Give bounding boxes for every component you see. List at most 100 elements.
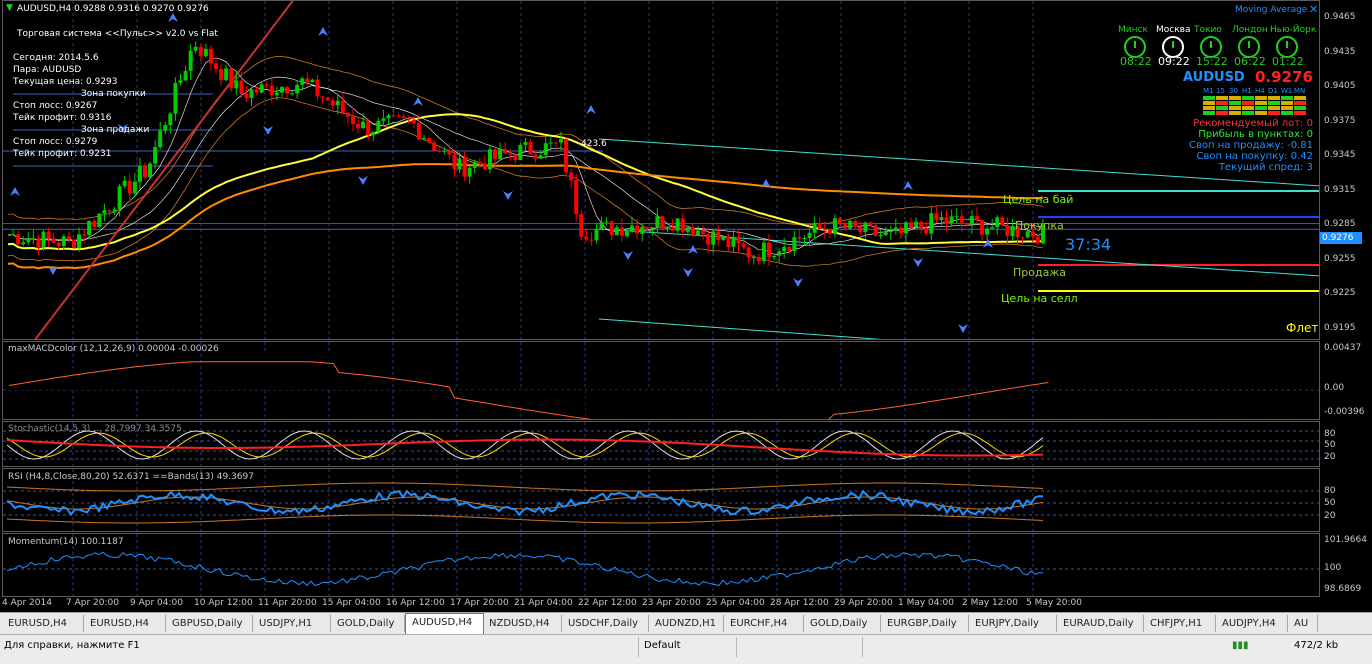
chart-tab[interactable]: EURGBP,Daily <box>881 615 969 632</box>
fractal-arrow <box>683 268 693 277</box>
macd-bar <box>306 352 310 390</box>
macd-bar <box>141 357 145 390</box>
macd-bar <box>735 390 739 420</box>
macd-bar <box>317 353 321 390</box>
candle-body <box>818 223 822 229</box>
status-profile[interactable]: Default <box>644 638 681 654</box>
connection-bars-icon[interactable]: ▮▮▮ <box>1232 638 1249 654</box>
chart-tab[interactable]: USDCHF,Daily <box>562 615 649 632</box>
candle-body <box>326 98 330 101</box>
macd-bar <box>444 381 448 390</box>
time-axis-label: 15 Apr 04:00 <box>322 598 381 608</box>
buy-label: Покупка <box>1015 219 1064 232</box>
candle-body <box>371 132 375 135</box>
stat-swap-sell: Своп на продажу: -0.81 <box>1189 140 1313 151</box>
strength-cell <box>1294 111 1306 115</box>
momentum-pane[interactable]: Momentum(14) 100.1187 <box>2 533 1320 597</box>
macd-bar <box>730 390 734 420</box>
macd-bar <box>394 372 398 390</box>
timeframe-label: D1 <box>1268 87 1278 95</box>
candle-body <box>351 117 355 124</box>
chart-tab[interactable]: GOLD,Daily <box>331 615 405 632</box>
macd-bar <box>213 352 217 390</box>
macd-bar <box>1021 381 1025 390</box>
close-icon[interactable]: ✕ <box>1309 3 1318 16</box>
clock-city: Токио <box>1194 25 1222 35</box>
candle-body <box>939 217 943 220</box>
status-separator <box>862 637 863 657</box>
candle-body <box>828 230 832 234</box>
time-axis-label: 4 Apr 2014 <box>2 598 52 608</box>
main-chart-pane[interactable]: AUDUSD,H4 0.9288 0.9316 0.9270 0.9276 ▼ … <box>2 0 1320 340</box>
candle-body <box>696 230 700 235</box>
macd-bar <box>928 390 932 399</box>
candle-body <box>655 216 659 227</box>
candle-body <box>173 83 177 114</box>
macd-bar <box>895 390 899 405</box>
macd-bar <box>48 373 52 390</box>
chart-tab[interactable]: AUDUSD,H4 <box>405 613 484 634</box>
macd-bar <box>664 390 668 420</box>
candle-body <box>899 228 903 234</box>
macd-bar <box>961 390 965 393</box>
macd-bar <box>983 389 987 390</box>
chart-tab[interactable]: CHFJPY,H1 <box>1144 615 1216 632</box>
candle-body <box>884 232 888 235</box>
candle-body <box>742 244 746 248</box>
candle-body <box>26 239 30 242</box>
macd-bar <box>240 352 244 390</box>
chart-tab[interactable]: EURJPY,Daily <box>969 615 1057 632</box>
chart-tab[interactable]: AUDNZD,H1 <box>649 615 724 632</box>
rsi-band-lower <box>7 515 1043 523</box>
macd-bar <box>515 390 519 406</box>
chart-tab[interactable]: EURCHF,H4 <box>724 615 804 632</box>
price-big-label: 0.9276 <box>1255 68 1313 86</box>
timeframe-label: H4 <box>1255 87 1265 95</box>
chart-tab[interactable]: EURUSD,H4 <box>2 615 84 632</box>
chart-tab[interactable]: GOLD,Daily <box>804 615 881 632</box>
chart-tab[interactable]: EURAUD,Daily <box>1057 615 1144 632</box>
chart-tab[interactable]: GBPUSD,Daily <box>166 615 253 632</box>
macd-bar <box>26 377 30 390</box>
candle-body <box>929 213 933 233</box>
macd-bar <box>708 390 712 420</box>
macd-bar <box>966 390 970 392</box>
strength-cell <box>1281 106 1293 110</box>
rsi-pane[interactable]: RSI (H4,8,Close,80,20) 52.6371 ==Bands(1… <box>2 468 1320 532</box>
candle-body <box>447 151 451 155</box>
candle-body <box>889 231 893 232</box>
price-chart[interactable] <box>3 1 1320 340</box>
macd-bar <box>383 370 387 390</box>
macd-bar <box>224 352 228 390</box>
chart-tab[interactable]: USDJPY,H1 <box>253 615 331 632</box>
candle-body <box>62 236 66 246</box>
chart-tab[interactable]: EURUSD,H4 <box>84 615 166 632</box>
channel-line <box>599 319 903 340</box>
strength-cell <box>1216 101 1228 105</box>
rsi-scale-50: 50 <box>1324 498 1335 508</box>
macd-bar <box>163 355 167 390</box>
clock-time: 01:22 <box>1272 55 1304 68</box>
macd-bar <box>323 353 327 390</box>
stochastic-pane[interactable]: Stochastic(14,5,3) ... 28.7997 34.3575 <box>2 421 1320 467</box>
macd-bar <box>631 390 635 420</box>
chart-tab[interactable]: AUDJPY,H4 <box>1216 615 1288 632</box>
candle-body <box>711 231 715 244</box>
candle-body <box>955 216 959 217</box>
macd-bar <box>510 390 514 405</box>
chart-tab[interactable]: NZDUSD,H4 <box>483 615 562 632</box>
macd-bar <box>328 354 332 390</box>
chart-menu-icon[interactable]: ▼ <box>6 3 13 13</box>
rsi-scale: 80 50 20 <box>1320 468 1364 532</box>
macd-pane[interactable]: maxMACDcolor (12,12,26,9) 0.00004 -0.000… <box>2 341 1320 420</box>
candle-body <box>701 230 705 234</box>
candle-body <box>650 227 654 229</box>
candle-body <box>341 101 345 113</box>
candle-body <box>549 143 553 144</box>
chart-tab[interactable]: AU <box>1288 615 1318 632</box>
macd-bar <box>1016 383 1020 390</box>
macd-bar <box>108 362 112 390</box>
